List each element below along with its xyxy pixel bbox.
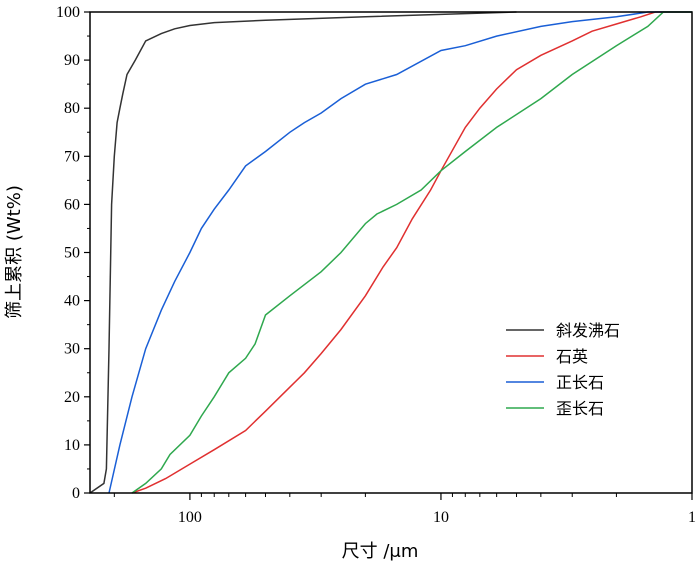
x-tick-label-2: 1	[688, 509, 696, 526]
series-line-3	[131, 11, 692, 494]
y-tick-label-8: 80	[64, 100, 80, 117]
legend-label-3: 歪长石	[556, 399, 604, 418]
y-tick-label-2: 20	[64, 389, 80, 406]
y-tick-label-10: 100	[56, 4, 80, 21]
y-tick-label-9: 90	[64, 52, 80, 69]
series-line-2	[108, 11, 692, 494]
plot-frame	[89, 11, 693, 494]
y-tick-label-1: 10	[64, 437, 80, 454]
y-tick-label-7: 70	[64, 148, 80, 165]
y-axis-title: 筛上累积 (Wt%)	[4, 185, 25, 319]
x-tick-label-1: 10	[433, 509, 449, 526]
legend-label-1: 石英	[556, 347, 588, 366]
y-tick-label-5: 50	[64, 245, 80, 262]
plot-area	[89, 11, 692, 494]
series-line-0	[89, 11, 517, 494]
axes: 0 10 20 30 40 50 60 70 80 90 100 100 10 1	[56, 4, 696, 526]
y-tick-label-0: 0	[72, 485, 80, 502]
x-axis-title: 尺寸 /μm	[342, 541, 419, 562]
legend-label-0: 斜发沸石	[556, 321, 620, 340]
legend-label-2: 正长石	[556, 373, 604, 392]
y-tick-label-4: 40	[64, 293, 80, 310]
y-tick-label-6: 60	[64, 196, 80, 213]
y-tick-label-3: 30	[64, 341, 80, 358]
x-tick-label-0: 100	[178, 509, 202, 526]
series-line-1	[131, 11, 692, 494]
